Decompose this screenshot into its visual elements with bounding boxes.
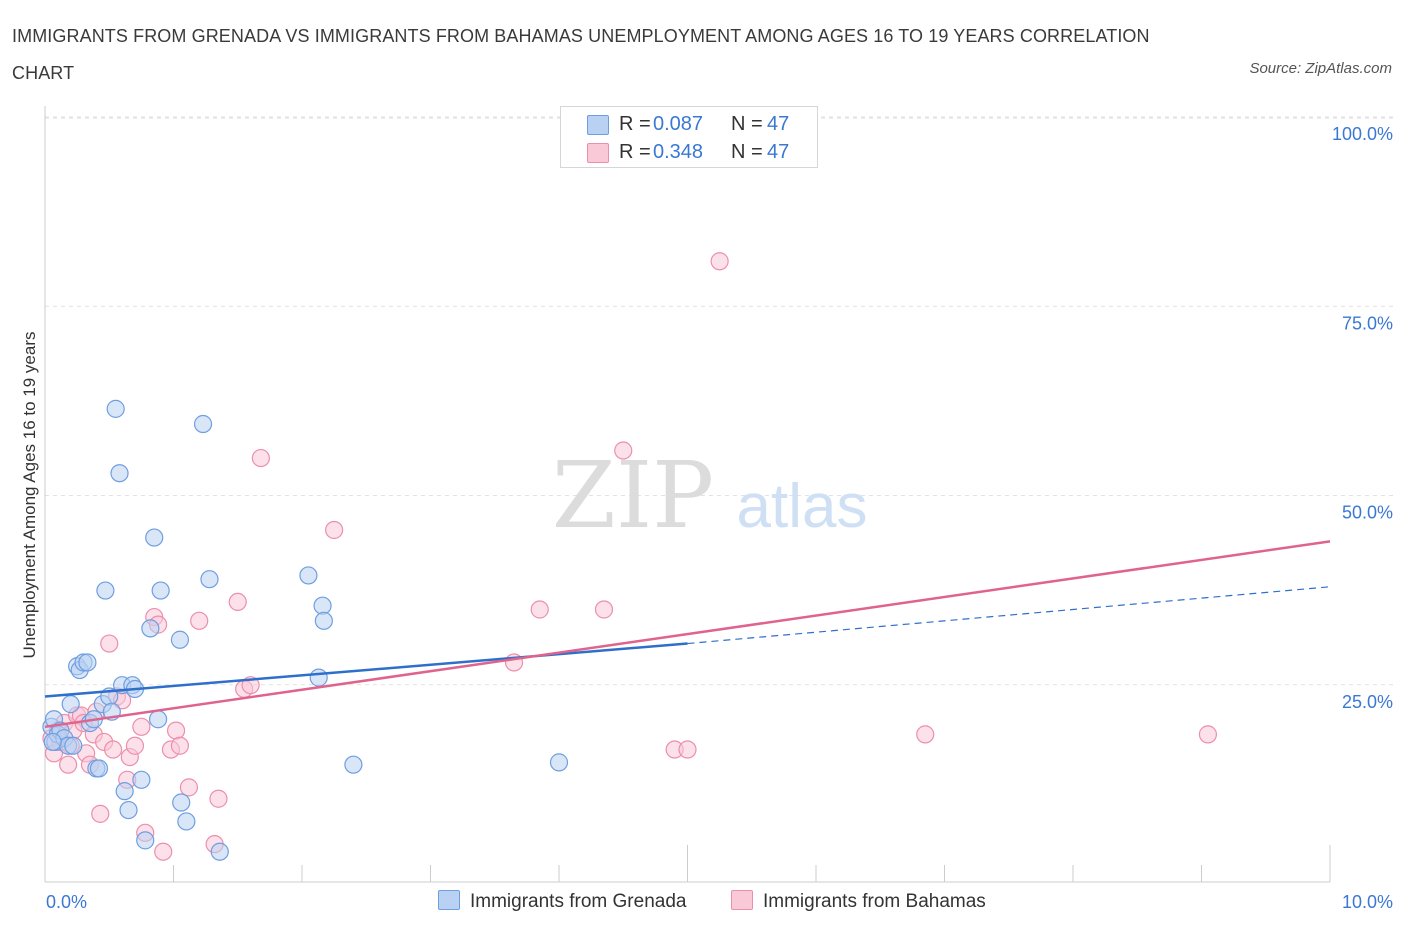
grenada-point bbox=[78, 653, 97, 672]
grenada-point bbox=[170, 630, 190, 649]
bahamas-point bbox=[209, 789, 228, 808]
y-tick-label: 75.0% bbox=[1342, 313, 1393, 333]
bahamas-point bbox=[91, 804, 110, 823]
grenada-swatch bbox=[587, 115, 609, 135]
x-tick-label-max: 10.0% bbox=[1342, 892, 1393, 912]
watermark-atlas: atlas bbox=[737, 472, 868, 541]
y-tick-label: 50.0% bbox=[1342, 503, 1393, 523]
grenada-point bbox=[106, 399, 125, 418]
grenada-point bbox=[193, 414, 213, 434]
grenada-point bbox=[119, 800, 138, 820]
tick-labels: 100.0% 75.0% 50.0% 25.0% 0.0% 10.0% bbox=[46, 124, 1393, 912]
grenada-point bbox=[344, 755, 363, 774]
bahamas-point bbox=[916, 725, 935, 744]
r-label: R = bbox=[619, 113, 651, 135]
grenada-point bbox=[148, 710, 168, 729]
grenada-point bbox=[151, 581, 170, 600]
grenada-legend-swatch bbox=[438, 890, 460, 910]
r-label: R = bbox=[619, 141, 651, 163]
grenada-point bbox=[115, 782, 134, 801]
grenada-point bbox=[61, 695, 80, 714]
source-label: Source: ZipAtlas.com bbox=[1249, 60, 1392, 77]
bahamas-point bbox=[179, 778, 199, 797]
bahamas-point bbox=[59, 755, 78, 774]
bahamas-point bbox=[325, 520, 344, 540]
chart-title: IMMIGRANTS FROM GRENADA VS IMMIGRANTS FR… bbox=[12, 26, 1150, 83]
trend-lines bbox=[44, 540, 1331, 729]
grenada-point bbox=[136, 831, 155, 850]
bahamas-point bbox=[1198, 725, 1218, 744]
n-label: N = bbox=[731, 141, 763, 163]
grenada-trend-extension bbox=[687, 586, 1331, 645]
grenada-trend-line bbox=[44, 642, 688, 698]
grenada-point bbox=[309, 668, 328, 687]
watermark-zip: ZIP bbox=[552, 442, 714, 549]
data-points bbox=[42, 252, 1218, 861]
bahamas-trend-line bbox=[44, 540, 1331, 729]
grenada-point bbox=[313, 596, 332, 615]
grenada-point bbox=[200, 570, 219, 589]
bahamas-point bbox=[710, 252, 729, 271]
grenada-point bbox=[145, 528, 164, 547]
n-value: 47 bbox=[767, 141, 790, 163]
legend-item-grenada[interactable]: Immigrants from Grenada bbox=[438, 888, 686, 916]
x-tick-label-min: 0.0% bbox=[46, 892, 87, 912]
y-axis-label: Unemployment Among Ages 16 to 19 years bbox=[20, 331, 39, 659]
gridlines bbox=[45, 116, 1395, 686]
r-value: 0.087 bbox=[653, 113, 704, 135]
grenada-point bbox=[210, 842, 229, 861]
grenada-point bbox=[132, 770, 151, 789]
bahamas-point bbox=[154, 842, 173, 861]
bahamas-point bbox=[132, 717, 151, 736]
grenada-point bbox=[299, 566, 318, 585]
bahamas-point bbox=[166, 721, 186, 740]
bahamas-swatch bbox=[587, 143, 609, 163]
bahamas-point bbox=[104, 740, 123, 759]
r-value: 0.348 bbox=[653, 141, 704, 163]
n-label: N = bbox=[731, 113, 763, 135]
grenada-point bbox=[43, 732, 62, 752]
bahamas-point bbox=[125, 736, 145, 755]
grenada-point bbox=[64, 736, 83, 755]
bahamas-point bbox=[614, 441, 633, 460]
bahamas-point bbox=[190, 611, 209, 630]
bahamas-point bbox=[251, 448, 270, 468]
grenada-legend-label: Immigrants from Grenada bbox=[470, 891, 687, 912]
grenada-point bbox=[110, 464, 129, 483]
bahamas-point bbox=[228, 592, 247, 612]
legend-item-bahamas[interactable]: Immigrants from Bahamas bbox=[731, 888, 986, 916]
bahamas-point bbox=[594, 600, 614, 619]
y-tick-label: 100.0% bbox=[1332, 124, 1393, 144]
bahamas-legend-swatch bbox=[731, 890, 753, 910]
grenada-point bbox=[141, 619, 160, 638]
grenada-point bbox=[314, 611, 333, 630]
bahamas-point bbox=[678, 740, 697, 759]
grenada-point bbox=[549, 753, 569, 772]
stats-legend: R = 0.087 N = 47 R = 0.348 N = 47 bbox=[560, 106, 818, 168]
grenada-point bbox=[96, 581, 115, 600]
y-tick-label: 25.0% bbox=[1342, 692, 1393, 712]
grenada-point bbox=[172, 793, 191, 812]
grenada-point bbox=[89, 759, 109, 778]
grenada-point bbox=[177, 812, 196, 831]
watermark: ZIP atlas bbox=[552, 442, 868, 549]
bahamas-point bbox=[530, 600, 549, 619]
n-value: 47 bbox=[767, 113, 790, 135]
bahamas-point bbox=[170, 736, 190, 755]
bahamas-legend-label: Immigrants from Bahamas bbox=[763, 891, 986, 912]
bahamas-point bbox=[100, 634, 119, 653]
